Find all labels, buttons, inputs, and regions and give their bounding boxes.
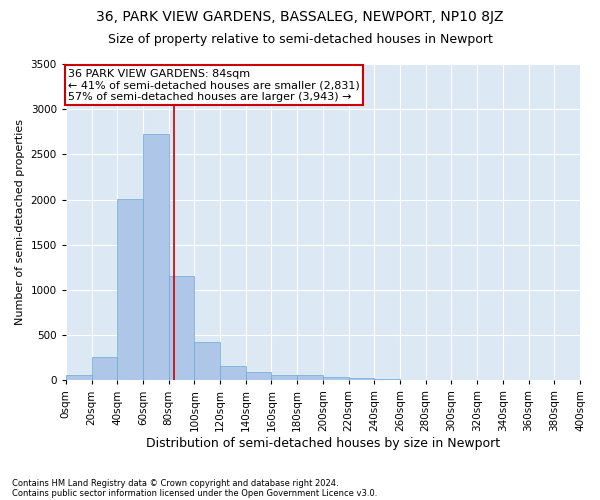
Bar xyxy=(169,276,194,380)
Bar xyxy=(143,134,169,380)
Bar xyxy=(194,342,220,380)
Text: Contains HM Land Registry data © Crown copyright and database right 2024.: Contains HM Land Registry data © Crown c… xyxy=(12,478,338,488)
Bar xyxy=(271,374,297,380)
Text: 36 PARK VIEW GARDENS: 84sqm
← 41% of semi-detached houses are smaller (2,831)
57: 36 PARK VIEW GARDENS: 84sqm ← 41% of sem… xyxy=(68,68,360,102)
Bar xyxy=(117,198,143,380)
Bar xyxy=(297,376,323,380)
Text: Contains public sector information licensed under the Open Government Licence v3: Contains public sector information licen… xyxy=(12,488,377,498)
Bar xyxy=(66,376,92,380)
X-axis label: Distribution of semi-detached houses by size in Newport: Distribution of semi-detached houses by … xyxy=(146,437,500,450)
Y-axis label: Number of semi-detached properties: Number of semi-detached properties xyxy=(15,119,25,325)
Bar xyxy=(220,366,246,380)
Bar xyxy=(246,372,271,380)
Text: 36, PARK VIEW GARDENS, BASSALEG, NEWPORT, NP10 8JZ: 36, PARK VIEW GARDENS, BASSALEG, NEWPORT… xyxy=(96,10,504,24)
Text: Size of property relative to semi-detached houses in Newport: Size of property relative to semi-detach… xyxy=(107,32,493,46)
Bar xyxy=(92,357,117,380)
Bar xyxy=(323,378,349,380)
Bar xyxy=(374,378,400,380)
Bar xyxy=(349,378,374,380)
